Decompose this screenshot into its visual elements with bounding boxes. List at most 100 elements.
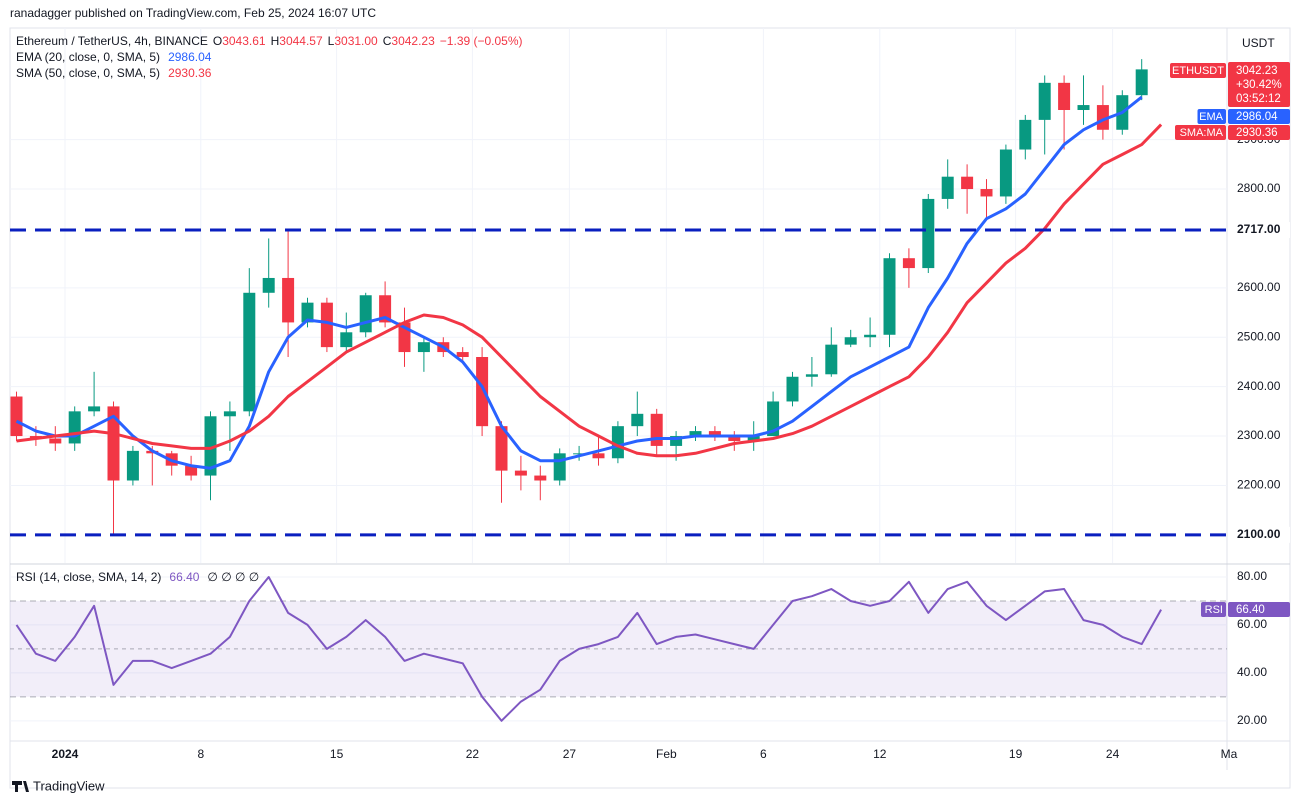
candle-body (223, 411, 236, 417)
legend: RSI (14, close, SMA, 14, 2) 66.40 ∅ ∅ ∅ ∅ (16, 570, 259, 584)
y-tick-label: 40.00 (1237, 665, 1267, 679)
candle-body (650, 413, 663, 446)
legend-item: SMA (50, close, 0, SMA, 5) (16, 66, 160, 80)
legend-item: −1.39 (−0.05%) (440, 34, 523, 48)
y-tick-label: 2600.00 (1237, 280, 1281, 294)
series-tag (1197, 109, 1226, 124)
candle-body (1096, 105, 1109, 130)
candle-body (359, 295, 372, 333)
y-tick-label: 2500.00 (1237, 329, 1281, 343)
price-tag-text: 3042.23 (1236, 65, 1278, 77)
y-tick-label: 2800.00 (1237, 181, 1281, 195)
x-tick-label: Ma (1221, 747, 1238, 761)
price-pane (10, 28, 1227, 563)
candle-body (495, 426, 508, 471)
candle-body (980, 189, 993, 197)
candle-body (786, 376, 799, 402)
candle-body (961, 176, 974, 190)
legend: Ethereum / TetherUS, 4h, BINANCE O3043.61… (16, 34, 523, 48)
legend-item: 66.40 (169, 570, 199, 584)
level-label: 2717.00 (1237, 222, 1281, 236)
candle-body (767, 401, 780, 437)
candle-body (301, 302, 314, 323)
candle-body (902, 258, 915, 269)
candle-body (204, 416, 217, 476)
x-tick-label: 15 (330, 747, 344, 761)
candle-body (456, 352, 469, 358)
candle-body (747, 436, 760, 441)
price-tag-text: +30.42% (1236, 79, 1282, 91)
candle-body (728, 436, 741, 441)
x-tick-label: 19 (1009, 747, 1023, 761)
y-tick-label: 2300.00 (1237, 428, 1281, 442)
indicator-line (15, 95, 1143, 470)
rsi-value: 66.40 (1236, 604, 1265, 616)
legend-item: 3044.57 (279, 34, 323, 48)
rsi-value-tag (1228, 602, 1290, 617)
series-value: 2986.04 (1236, 111, 1278, 123)
candle-body (476, 357, 489, 427)
candle-body (999, 149, 1012, 197)
series-tag-label: EMA (1199, 111, 1224, 123)
footer: TradingView (33, 778, 105, 793)
level-tag (1228, 526, 1290, 543)
x-tick-label: 27 (563, 747, 577, 761)
candle-body (282, 277, 295, 323)
candle-body (320, 302, 333, 348)
legend: EMA (20, close, 0, SMA, 5) 2986.04 (16, 50, 212, 64)
candle-body (689, 431, 702, 437)
indicator-line (16, 123, 1163, 458)
candle-body (844, 337, 857, 345)
series-tag (1175, 125, 1226, 140)
candle-body (185, 465, 198, 476)
price-tag-text: 03:52:12 (1236, 93, 1281, 105)
candle-body (611, 426, 624, 459)
candle-body (379, 295, 392, 323)
candle-body (107, 406, 120, 481)
candle-body (1019, 119, 1032, 150)
candle-body (708, 431, 721, 437)
legend-item: EMA (20, close, 0, SMA, 5) (16, 50, 160, 64)
x-tick-label: Feb (656, 747, 677, 761)
x-tick-label: 24 (1106, 747, 1120, 761)
candle-body (573, 453, 586, 455)
y-tick-label: 80.00 (1237, 569, 1267, 583)
candle-body (864, 334, 877, 338)
candle-body (417, 342, 430, 353)
legend-item: O (213, 34, 222, 48)
x-tick-label: 12 (873, 747, 887, 761)
candle-body (1038, 82, 1051, 120)
rsi-tag-label: RSI (1205, 604, 1223, 616)
frame (9, 27, 1291, 789)
candle-body (670, 436, 683, 446)
price-tag (1228, 62, 1290, 107)
level-tag (1228, 222, 1290, 239)
logo (12, 781, 29, 792)
currency: USDT (1242, 36, 1275, 50)
candle-body (10, 396, 23, 437)
candle-body (262, 277, 275, 293)
indicator-line (15, 576, 1162, 722)
candle-body (883, 258, 896, 335)
legend-item: 3031.00 (334, 34, 378, 48)
candle-body (49, 438, 62, 444)
legend-item: 3042.23 (391, 34, 435, 48)
candle-body (243, 292, 256, 412)
candle-body (88, 406, 101, 412)
candle-body (805, 374, 818, 377)
y-tick-label: 20.00 (1237, 713, 1267, 727)
symbol-tag-label: ETHUSDT (1172, 65, 1224, 77)
candle-body (1058, 82, 1071, 111)
legend-item: H (271, 34, 280, 48)
legend-item: Ethereum / TetherUS, 4h, BINANCE (16, 34, 208, 48)
y-tick-label: 2200.00 (1237, 478, 1281, 492)
y-tick-label: 60.00 (1237, 617, 1267, 631)
legend-item: 2930.36 (168, 66, 212, 80)
y-tick-label: 2400.00 (1237, 379, 1281, 393)
series-value-tag (1228, 125, 1290, 140)
symbol-tag (1170, 63, 1226, 78)
legend-item: 2986.04 (168, 50, 212, 64)
legend: SMA (50, close, 0, SMA, 5) 2930.36 (16, 66, 212, 80)
rsi-pane (10, 576, 1227, 722)
